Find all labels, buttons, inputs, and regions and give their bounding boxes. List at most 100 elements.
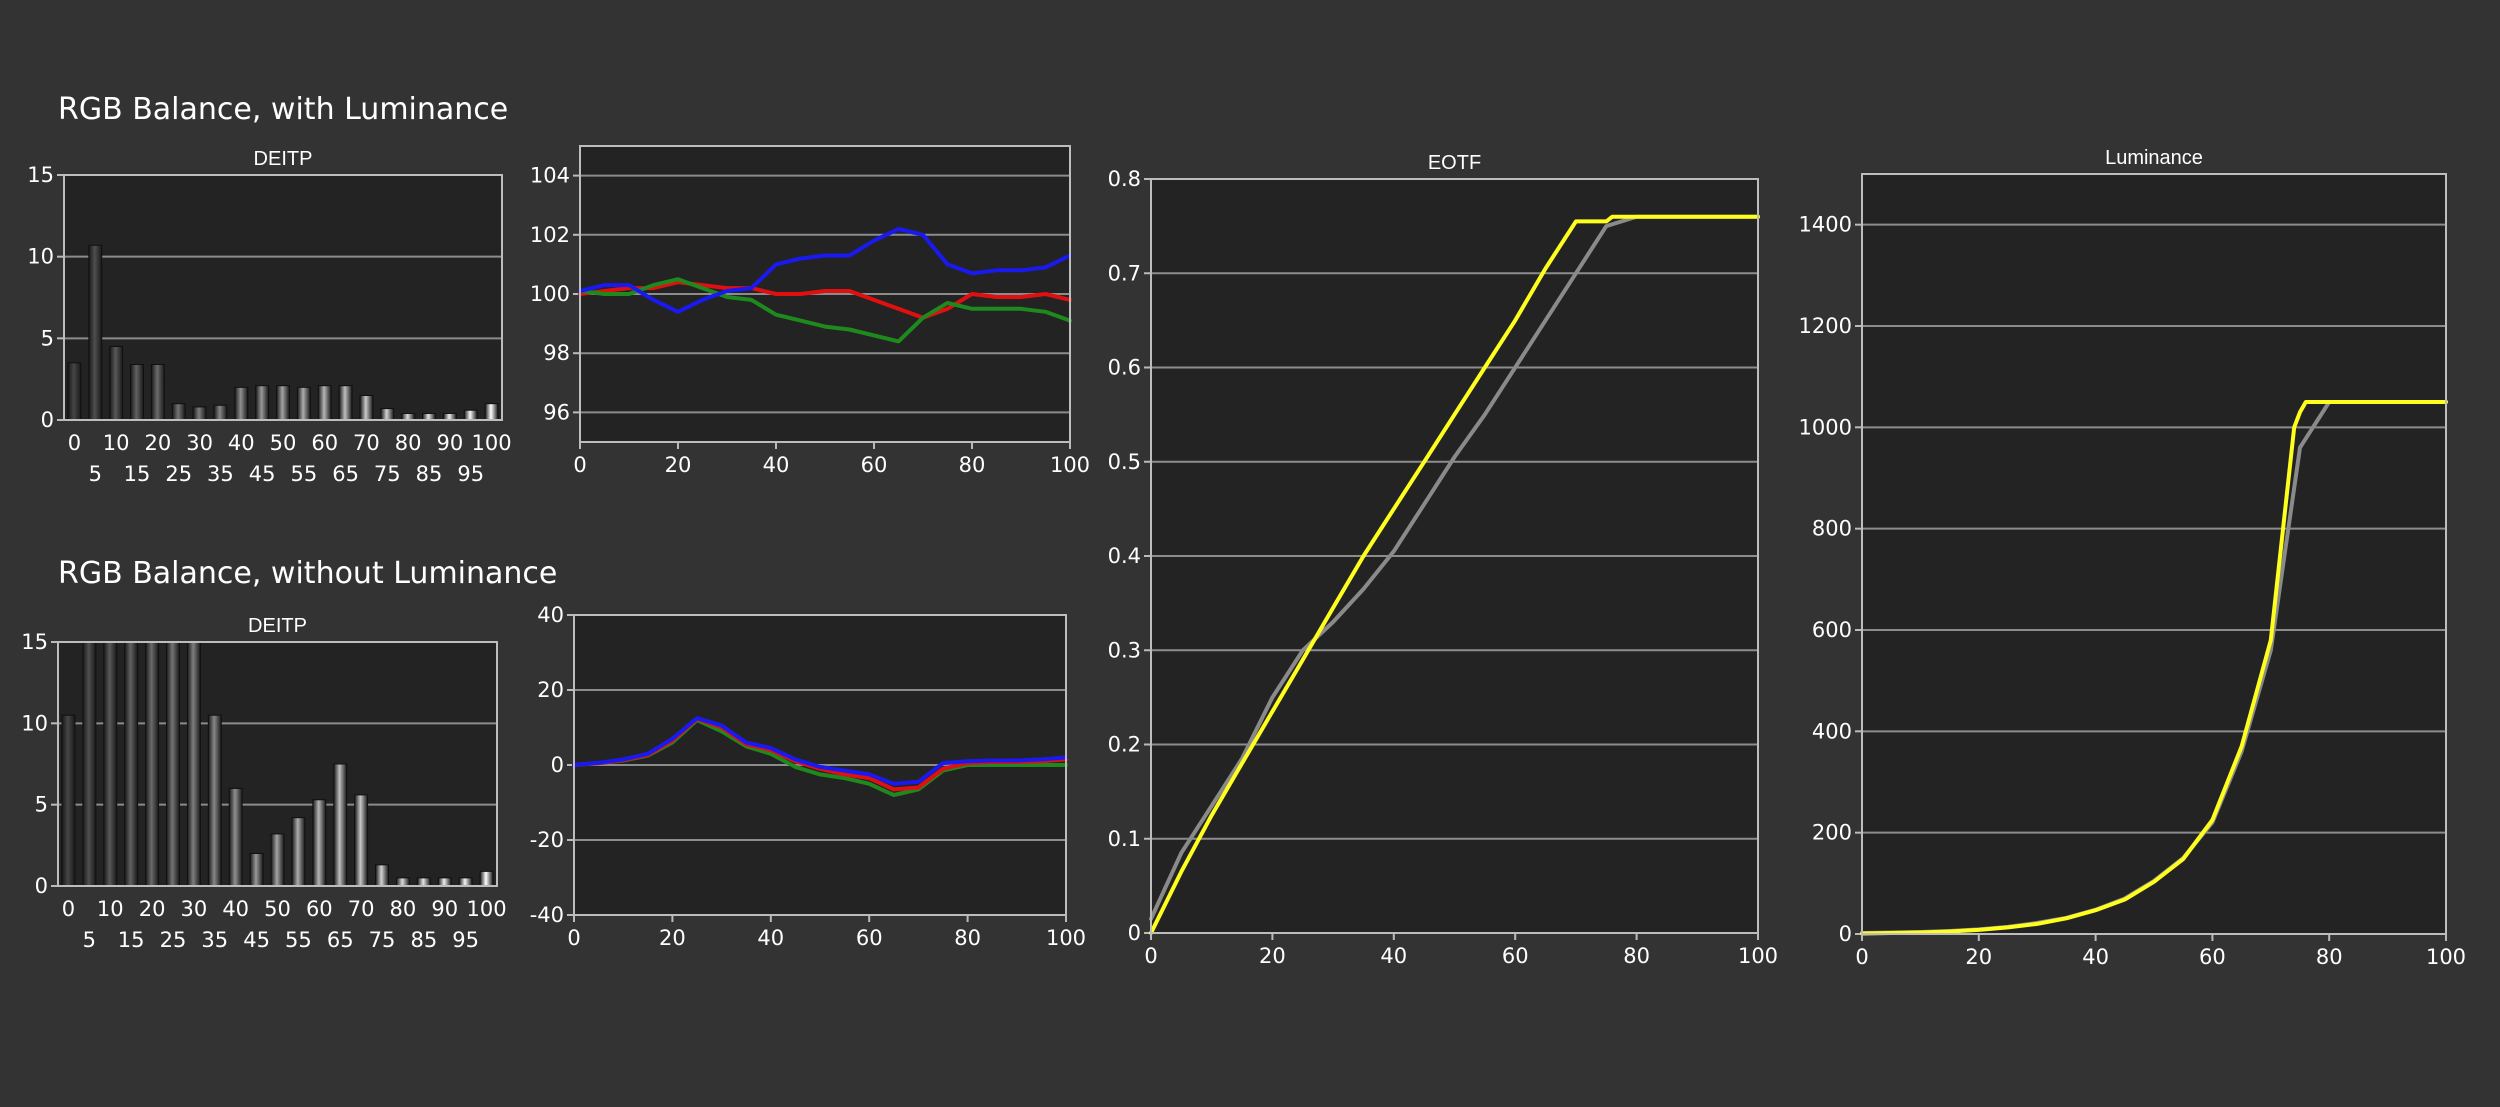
bar: [171, 403, 186, 421]
x-tick-label: 70: [353, 431, 380, 455]
eotf-line-chart: EOTF 0 0.1 0.2 0.3 0.4 0.5 0.6 0.7 0.8 0 20 40 60 80 10…: [1108, 152, 1778, 968]
x-tick-label: 60: [1502, 944, 1529, 968]
x-tick-label: 65: [327, 928, 354, 952]
x-tick-label: 70: [348, 897, 375, 921]
y-tick-label: 100: [530, 282, 570, 306]
chart-title: EOTF: [1428, 152, 1481, 174]
rgb-balance-line-chart-with-luminance: 96 98 100 102 104 0 20 40 60 80 100: [530, 145, 1090, 477]
series-line-green: [578, 277, 1072, 344]
y-tick-label: 10: [27, 245, 54, 269]
x-tick-label: 0: [573, 453, 586, 477]
luminance-line-chart: Luminance 0 200 400 600 800 1000 1200 1400 0 20 40 6…: [1799, 147, 2467, 969]
plot-area: [64, 175, 502, 420]
bar: [165, 641, 180, 887]
x-tick-label: 85: [410, 928, 437, 952]
x-tick-label: 75: [369, 928, 396, 952]
bar: [145, 641, 160, 887]
series-line-yellow: [1860, 400, 2448, 936]
plot-border: [57, 641, 498, 887]
y-tick-label: 1000: [1799, 415, 1852, 439]
x-tick-label: 20: [144, 431, 171, 455]
bar: [416, 877, 431, 887]
x-tick-label: 25: [165, 462, 192, 486]
y-tick-label: -20: [530, 828, 564, 852]
x-tick-label: 10: [97, 897, 124, 921]
bar: [130, 363, 144, 421]
bar: [88, 244, 103, 421]
x-tick-label: 5: [89, 462, 102, 486]
x-tick-label: 40: [2082, 945, 2109, 969]
x-tick-label: 45: [243, 928, 270, 952]
rgb-balance-line-chart-without-luminance: -40 -20 0 20 40 0 20 40 60 80 100: [530, 603, 1086, 950]
bar: [192, 406, 207, 421]
bar: [338, 385, 353, 421]
y-tick-label: 104: [530, 164, 570, 188]
x-tick-label: 80: [395, 431, 422, 455]
plot-border: [573, 614, 1067, 916]
x-tick-label: 40: [763, 453, 790, 477]
bar: [395, 877, 410, 887]
bar: [317, 385, 332, 421]
y-tick-label: 0: [1128, 921, 1141, 945]
bar: [207, 714, 222, 887]
bar: [213, 404, 228, 421]
x-tick-label: 0: [1855, 945, 1868, 969]
x-tick-label: 20: [665, 453, 692, 477]
x-tick-label: 80: [959, 453, 986, 477]
x-tick-label: 80: [954, 926, 981, 950]
x-tick-label: 95: [452, 928, 479, 952]
x-tick-label: 100: [1046, 926, 1086, 950]
x-tick-label: 50: [264, 897, 291, 921]
x-tick-label: 75: [374, 462, 401, 486]
y-tick-label: 0: [551, 753, 564, 777]
bar: [484, 403, 499, 421]
y-tick-label: 0: [41, 408, 54, 432]
bar: [270, 833, 285, 887]
bar: [359, 395, 374, 421]
x-tick-label: 100: [472, 431, 512, 455]
x-tick-label: 40: [757, 926, 784, 950]
bar: [124, 641, 139, 887]
bar: [291, 817, 306, 887]
plot-border: [63, 174, 503, 421]
y-tick-label: 10: [21, 711, 48, 735]
bar: [479, 870, 494, 887]
y-tick-label: 40: [537, 603, 564, 627]
x-tick-label: 0: [1144, 944, 1157, 968]
x-tick-label: 30: [181, 897, 208, 921]
x-tick-label: 90: [436, 431, 463, 455]
heading-with-luminance: RGB Balance, with Luminance: [58, 92, 509, 127]
x-tick-label: 80: [390, 897, 417, 921]
series-line-yellow: [1149, 214, 1760, 935]
bar: [67, 362, 82, 421]
x-tick-label: 40: [228, 431, 255, 455]
x-tick-label: 95: [457, 462, 484, 486]
y-tick-label: 15: [21, 630, 48, 654]
bar: [380, 408, 395, 421]
x-tick-label: 20: [1259, 944, 1286, 968]
x-tick-label: 60: [861, 453, 888, 477]
plot-area: [1862, 174, 2446, 934]
x-tick-label: 40: [222, 897, 249, 921]
x-tick-label: 0: [68, 431, 81, 455]
y-tick-label: 0.8: [1108, 167, 1141, 191]
chart-title: Luminance: [2105, 147, 2203, 169]
y-tick-label: 98: [543, 341, 570, 365]
y-tick-label: 400: [1812, 719, 1852, 743]
bar: [333, 763, 348, 887]
y-tick-label: 0.5: [1108, 450, 1141, 474]
x-tick-label: 60: [306, 897, 333, 921]
x-tick-label: 0: [62, 897, 75, 921]
bar: [255, 385, 270, 421]
x-tick-label: 0: [567, 926, 580, 950]
x-tick-label: 100: [2426, 945, 2466, 969]
x-tick-label: 50: [270, 431, 297, 455]
heading-without-luminance: RGB Balance, without Luminance: [58, 556, 558, 591]
bar: [103, 641, 118, 887]
bar: [276, 385, 290, 421]
bar: [354, 794, 369, 887]
y-tick-label: -40: [530, 903, 564, 927]
y-tick-label: 1200: [1799, 314, 1852, 338]
y-tick-label: 1400: [1799, 213, 1852, 237]
